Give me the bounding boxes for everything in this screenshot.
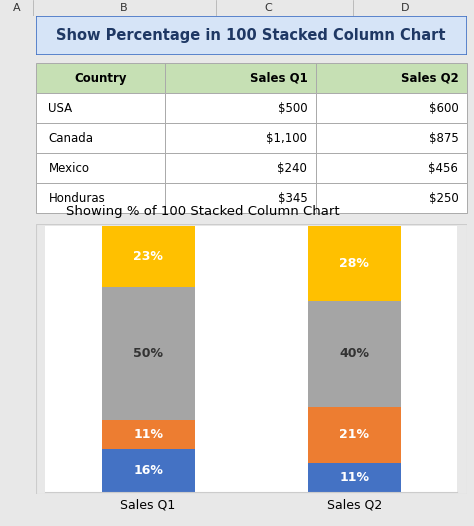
- Text: Canada: Canada: [48, 132, 93, 145]
- Text: 40%: 40%: [339, 347, 369, 360]
- Text: 11%: 11%: [339, 471, 369, 484]
- Bar: [316, 183, 467, 213]
- Text: $345: $345: [278, 191, 307, 205]
- Bar: [316, 93, 467, 123]
- Bar: [165, 63, 316, 93]
- Bar: [316, 123, 467, 153]
- Text: Sales Q2: Sales Q2: [401, 72, 458, 85]
- Bar: [36, 123, 165, 153]
- Text: $600: $600: [428, 102, 458, 115]
- Text: Honduras: Honduras: [48, 191, 105, 205]
- Text: 28%: 28%: [339, 257, 369, 270]
- Text: Showing % of 100 Stacked Column Chart: Showing % of 100 Stacked Column Chart: [65, 205, 339, 218]
- Text: $456: $456: [428, 161, 458, 175]
- Text: A: A: [13, 3, 20, 13]
- Text: 11%: 11%: [133, 428, 163, 441]
- Text: 21%: 21%: [339, 428, 369, 441]
- Text: USA: USA: [48, 102, 73, 115]
- Bar: [308, 462, 401, 492]
- FancyBboxPatch shape: [36, 16, 467, 55]
- Bar: [36, 183, 165, 213]
- Text: $875: $875: [428, 132, 458, 145]
- Bar: [165, 123, 316, 153]
- Bar: [36, 93, 165, 123]
- Bar: [102, 420, 194, 449]
- Bar: [102, 287, 194, 420]
- Text: 23%: 23%: [133, 250, 163, 263]
- Bar: [316, 153, 467, 183]
- Bar: [308, 226, 401, 300]
- Text: Sales Q1: Sales Q1: [249, 72, 307, 85]
- Text: Country: Country: [74, 72, 127, 85]
- Bar: [36, 153, 165, 183]
- Bar: [36, 63, 165, 93]
- Text: 50%: 50%: [133, 347, 163, 360]
- Bar: [165, 153, 316, 183]
- Bar: [316, 63, 467, 93]
- Bar: [165, 93, 316, 123]
- Text: Mexico: Mexico: [48, 161, 90, 175]
- Text: $250: $250: [428, 191, 458, 205]
- Bar: [102, 449, 194, 492]
- Text: 16%: 16%: [133, 464, 163, 477]
- Text: B: B: [119, 3, 127, 13]
- Bar: [308, 300, 401, 407]
- Text: D: D: [401, 3, 410, 13]
- Text: $500: $500: [278, 102, 307, 115]
- Bar: [308, 407, 401, 462]
- Text: Show Percentage in 100 Stacked Column Chart: Show Percentage in 100 Stacked Column Ch…: [56, 28, 446, 43]
- Bar: [102, 226, 194, 287]
- Text: $240: $240: [277, 161, 307, 175]
- Text: $1,100: $1,100: [266, 132, 307, 145]
- Bar: [165, 183, 316, 213]
- Text: C: C: [264, 3, 272, 13]
